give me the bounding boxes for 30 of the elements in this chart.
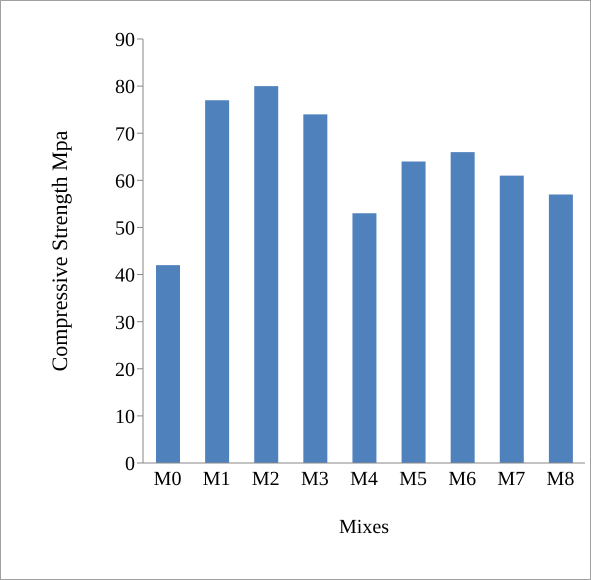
y-tick-label: 80 [115, 76, 135, 98]
x-tick-label: M2 [252, 468, 280, 490]
bar [254, 86, 278, 463]
y-tick-label: 20 [115, 358, 135, 381]
x-tick-label: M5 [399, 468, 428, 490]
y-tick-label: 0 [125, 453, 135, 476]
bar [303, 114, 328, 463]
y-tick-label: 50 [115, 218, 135, 240]
y-tick-label: 10 [115, 406, 135, 428]
bar [450, 152, 475, 463]
bar [548, 194, 573, 463]
x-tick-label: M0 [154, 468, 182, 490]
y-tick-label: 40 [115, 264, 135, 287]
y-tick-label: 70 [115, 123, 135, 146]
x-tick-label: M1 [202, 468, 231, 490]
x-tick-label: M4 [350, 468, 378, 490]
y-tick-label: 60 [115, 170, 135, 192]
bar [352, 213, 376, 463]
bar [402, 161, 426, 463]
bar [500, 176, 524, 463]
y-tick-label: 90 [115, 29, 135, 52]
x-tick-label: M3 [300, 468, 329, 490]
x-tick-label: M6 [448, 468, 476, 490]
y-tick-label: 30 [115, 312, 135, 334]
x-tick-label: M8 [546, 468, 574, 490]
y-axis-title: Compressive Strength Mpa [46, 130, 72, 372]
bar [156, 265, 180, 463]
x-tick-label: M7 [497, 468, 526, 490]
x-axis-title: Mixes [339, 516, 390, 538]
bar [205, 100, 230, 463]
